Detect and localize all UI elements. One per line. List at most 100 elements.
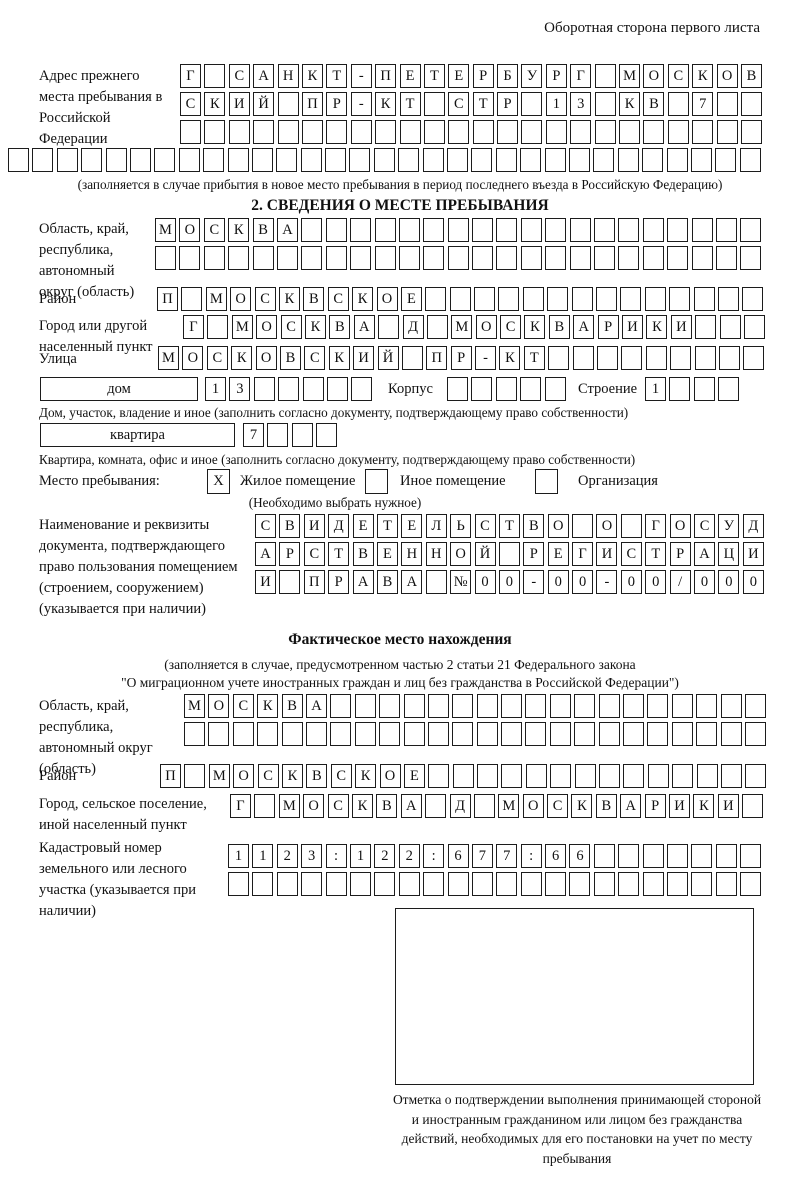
char-box[interactable] [375, 120, 397, 144]
char-box[interactable]: В [329, 315, 351, 339]
char-box[interactable] [180, 120, 201, 144]
char-box[interactable]: С [667, 64, 689, 88]
char-box[interactable] [720, 722, 742, 746]
char-box[interactable] [179, 246, 201, 270]
char-box[interactable]: О [475, 315, 497, 339]
char-box[interactable] [496, 246, 518, 270]
char-box[interactable] [719, 315, 741, 339]
char-box[interactable] [669, 287, 691, 311]
char-box[interactable]: В [376, 570, 398, 594]
char-box[interactable] [204, 64, 226, 88]
char-box[interactable] [374, 872, 396, 896]
char-box[interactable] [184, 764, 206, 788]
char-box[interactable] [378, 315, 400, 339]
char-box[interactable] [403, 722, 425, 746]
char-box[interactable]: 1 [349, 844, 371, 868]
char-box[interactable] [253, 377, 275, 401]
char-box[interactable]: 2 [374, 844, 396, 868]
char-box[interactable]: У [718, 514, 740, 538]
char-box[interactable] [447, 148, 469, 172]
char-box[interactable] [423, 92, 445, 116]
char-box[interactable] [690, 148, 712, 172]
char-box[interactable]: В [595, 794, 617, 818]
char-box[interactable]: А [400, 794, 422, 818]
char-box[interactable]: К [231, 346, 253, 370]
char-box[interactable]: 1 [205, 377, 226, 401]
char-box[interactable]: Ц [718, 542, 740, 566]
char-box[interactable] [642, 218, 664, 242]
char-box[interactable] [716, 92, 738, 116]
char-box[interactable]: Е [352, 514, 374, 538]
char-box[interactable] [715, 148, 737, 172]
char-box[interactable]: В [279, 346, 301, 370]
char-box[interactable] [277, 92, 299, 116]
char-box[interactable] [203, 246, 225, 270]
char-box[interactable] [594, 64, 616, 88]
char-box[interactable] [374, 246, 396, 270]
char-box[interactable] [207, 315, 229, 339]
char-box[interactable]: П [160, 764, 181, 788]
char-box[interactable] [349, 872, 371, 896]
char-box[interactable] [476, 722, 498, 746]
char-box[interactable] [716, 120, 738, 144]
char-box[interactable]: М [231, 315, 253, 339]
char-box[interactable]: С [547, 794, 569, 818]
char-box[interactable] [620, 287, 642, 311]
char-box[interactable] [498, 287, 520, 311]
char-box[interactable] [596, 287, 618, 311]
char-box[interactable] [253, 120, 275, 144]
char-box[interactable]: К [204, 92, 226, 116]
char-box[interactable] [645, 346, 667, 370]
char-box[interactable] [471, 872, 493, 896]
char-box[interactable]: К [281, 764, 303, 788]
char-box[interactable] [718, 346, 740, 370]
char-box[interactable]: Г [572, 542, 594, 566]
char-box[interactable]: Д [402, 315, 424, 339]
char-box[interactable] [316, 423, 338, 447]
char-box[interactable]: О [256, 315, 278, 339]
char-box[interactable] [717, 287, 739, 311]
char-box[interactable] [594, 218, 616, 242]
char-box[interactable]: О [547, 514, 569, 538]
char-box[interactable] [471, 148, 493, 172]
char-box[interactable] [744, 722, 766, 746]
char-box[interactable] [105, 148, 127, 172]
char-box[interactable] [696, 694, 718, 718]
char-box[interactable] [497, 120, 519, 144]
char-box[interactable] [251, 148, 273, 172]
char-box[interactable]: И [228, 92, 250, 116]
char-box[interactable]: - [475, 346, 497, 370]
char-box[interactable] [574, 694, 596, 718]
char-box[interactable] [568, 148, 590, 172]
char-box[interactable]: О [596, 514, 618, 538]
char-box[interactable] [155, 246, 176, 270]
char-box[interactable]: А [253, 64, 275, 88]
char-box[interactable]: Й [377, 346, 399, 370]
char-box[interactable]: С [500, 315, 522, 339]
char-box[interactable]: 7 [496, 844, 518, 868]
char-box[interactable]: Г [570, 64, 592, 88]
char-box[interactable] [545, 872, 567, 896]
char-box[interactable]: К [278, 287, 300, 311]
char-box[interactable] [427, 694, 449, 718]
char-box[interactable]: И [622, 315, 644, 339]
char-box[interactable] [301, 872, 323, 896]
char-box[interactable] [350, 120, 372, 144]
char-box[interactable] [477, 764, 499, 788]
char-box[interactable] [32, 148, 54, 172]
char-box[interactable] [496, 872, 518, 896]
char-box[interactable] [228, 246, 250, 270]
char-box[interactable] [427, 722, 449, 746]
char-box[interactable] [501, 694, 523, 718]
char-box[interactable] [594, 246, 616, 270]
char-box[interactable] [184, 722, 205, 746]
char-box[interactable] [525, 764, 547, 788]
char-box[interactable]: Д [742, 514, 764, 538]
char-box[interactable]: 6 [545, 844, 567, 868]
char-box[interactable] [521, 92, 543, 116]
char-box[interactable]: К [524, 315, 546, 339]
char-box[interactable] [667, 218, 689, 242]
char-box[interactable] [501, 722, 523, 746]
char-box[interactable] [672, 764, 694, 788]
char-box[interactable] [667, 872, 689, 896]
